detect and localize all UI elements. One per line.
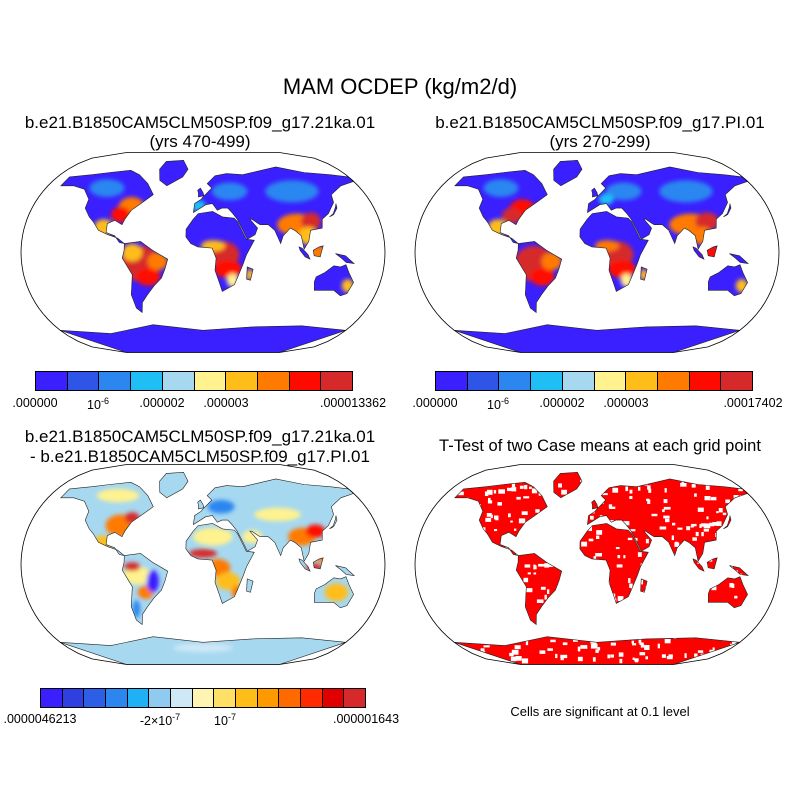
colorbar-swatch: [279, 689, 302, 707]
colorbar-tick-label: .000002: [539, 396, 585, 410]
land-japan: [329, 515, 337, 529]
land-sumatra: [693, 558, 704, 572]
land-uk: [197, 500, 204, 509]
colorbar-tick-label: .000000: [412, 396, 458, 410]
colorbar-tick-label: .000003: [203, 396, 249, 410]
colorbar-tick-label: 10-6: [87, 396, 109, 413]
colorbar-swatch: [236, 689, 258, 707]
panel3-title: b.e21.B1850CAM5CLM50SP.f09_g17.21ka.01: [24, 427, 376, 446]
colorbar-swatch: [531, 372, 563, 390]
land-samerica: [516, 553, 562, 625]
map-panel-pi: [414, 152, 780, 353]
land-greenland: [553, 160, 582, 186]
colorbar-tick-label: .000001643: [332, 712, 400, 726]
map-border: [20, 152, 386, 353]
colorbar-swatch: [321, 372, 353, 390]
colorbar-swatch: [226, 372, 258, 390]
land-japan: [329, 203, 337, 217]
colorbar-swatch: [36, 372, 68, 390]
land-newguinea: [335, 253, 355, 264]
map-panel-ttest: [414, 464, 780, 665]
colorbar-tick-label: .000002: [139, 396, 185, 410]
land-uk: [197, 188, 204, 197]
colorbar-swatch: [721, 372, 753, 390]
colorbar-swatch: [192, 689, 215, 707]
land-uk: [591, 188, 598, 197]
colorbar-tick-label: -2×10-7: [139, 712, 181, 729]
colorbar-tick-label: .000000: [12, 396, 58, 410]
land-namerica: [454, 482, 548, 556]
panel1-title: b.e21.B1850CAM5CLM50SP.f09_g17.21ka.01: [24, 113, 376, 132]
land-sumatra: [299, 246, 310, 260]
land-sumatra: [693, 246, 704, 260]
colorbar-swatch: [626, 372, 658, 390]
colorbar-swatch: [257, 372, 290, 390]
land-greenland: [159, 160, 188, 186]
colorbar-swatch: [84, 689, 107, 707]
panel2-subtitle: (yrs 270-299): [549, 132, 651, 151]
map-panel-difference: [20, 464, 386, 665]
significance-note: Cells are significant at 0.1 level: [510, 704, 690, 719]
land-australia: [708, 576, 748, 608]
land-africa: [579, 523, 649, 604]
colorbar-2: [435, 371, 753, 391]
colorbar-tick-label: 10-6: [487, 396, 509, 413]
land-antarctica: [60, 324, 346, 353]
colorbar-swatch: [562, 372, 595, 390]
land-antarctica: [454, 324, 740, 353]
colorbar-3: [40, 688, 366, 708]
land-namerica: [60, 170, 154, 244]
colorbar-swatch: [344, 689, 366, 707]
land-newguinea: [729, 253, 749, 264]
colorbar-swatch: [162, 372, 195, 390]
colorbar-swatch: [257, 689, 280, 707]
colorbar-swatch: [594, 372, 627, 390]
colorbar-swatch: [214, 689, 237, 707]
panel1-subtitle: (yrs 470-499): [149, 132, 251, 151]
map-panel-21ka: [20, 152, 386, 353]
land-newguinea: [729, 565, 749, 576]
colorbar-swatch: [99, 372, 132, 390]
colorbar-swatch: [194, 372, 227, 390]
colorbar-swatch: [301, 689, 323, 707]
colorbar-swatch: [657, 372, 690, 390]
colorbar-swatch: [289, 372, 322, 390]
colorbar-tick-label: .0000046213: [3, 712, 77, 726]
panel2-title: b.e21.B1850CAM5CLM50SP.f09_g17.PI.01: [435, 113, 765, 132]
land-greenland: [159, 472, 188, 498]
colorbar-tick-label: .000003: [603, 396, 649, 410]
colorbar-swatch: [106, 689, 128, 707]
land-newguinea: [335, 565, 355, 576]
panel4-title: T-Test of two Case means at each grid po…: [439, 437, 761, 455]
land-greenland: [553, 472, 582, 498]
panel3-subtitle: - b.e21.B1850CAM5CLM50SP.f09_g17.PI.01: [30, 447, 370, 466]
figure-title: MAM OCDEP (kg/m2/d): [282, 74, 518, 99]
colorbar-tick-label: .000013362: [319, 396, 387, 410]
map-border: [20, 464, 386, 665]
colorbar-swatch: [131, 372, 163, 390]
colorbar-swatch: [436, 372, 468, 390]
colorbar-tick-label: 10-7: [214, 712, 236, 729]
land-japan: [723, 203, 731, 217]
colorbar-swatch: [322, 689, 345, 707]
colorbar-swatch: [499, 372, 532, 390]
land-namerica: [454, 170, 548, 244]
colorbar-1: [35, 371, 353, 391]
colorbar-swatch: [467, 372, 500, 390]
colorbar-swatch: [127, 689, 150, 707]
colorbar-swatch: [171, 689, 193, 707]
land-uk: [591, 500, 598, 509]
colorbar-tick-label: .00017402: [723, 396, 783, 410]
land-japan: [723, 515, 731, 529]
map-border: [414, 152, 780, 353]
map-border: [414, 464, 780, 665]
colorbar-swatch: [689, 372, 722, 390]
colorbar-swatch: [67, 372, 100, 390]
colorbar-swatch: [149, 689, 172, 707]
colorbar-swatch: [62, 689, 85, 707]
colorbar-swatch: [41, 689, 63, 707]
land-madagascar: [246, 578, 254, 593]
